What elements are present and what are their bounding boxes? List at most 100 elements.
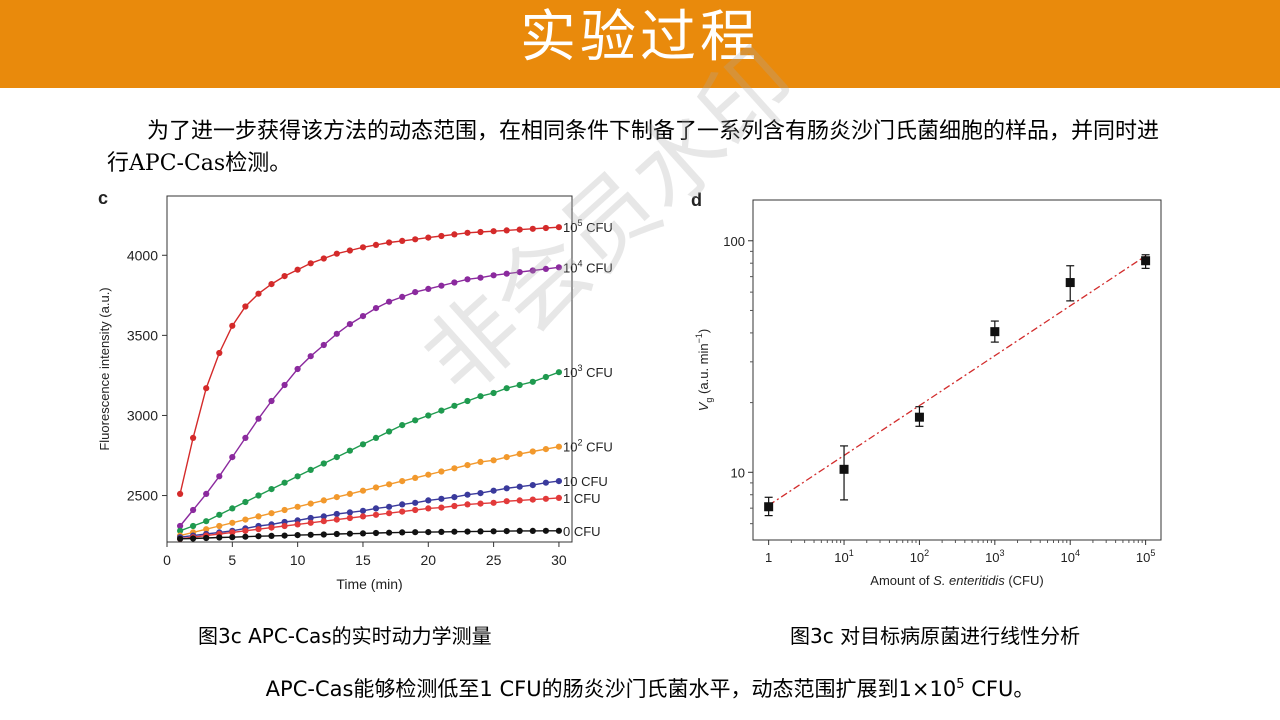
data-point <box>333 516 340 523</box>
title-banner <box>0 0 1280 88</box>
data-point <box>359 244 367 251</box>
data-point <box>386 503 393 510</box>
data-point <box>386 428 393 435</box>
data-point <box>281 506 288 514</box>
data-point <box>438 232 445 240</box>
data-point <box>346 321 353 328</box>
data-point <box>464 528 471 535</box>
panel-label-c: c <box>98 188 108 208</box>
data-point <box>372 484 380 491</box>
data-point <box>320 518 327 525</box>
data-point <box>516 483 523 490</box>
data-point <box>203 490 210 497</box>
data-point <box>412 289 419 296</box>
data-point <box>438 407 445 414</box>
data-point <box>229 505 236 512</box>
data-point <box>555 264 563 271</box>
data-point <box>529 267 536 274</box>
data-point <box>399 293 406 300</box>
data-point <box>529 448 536 455</box>
series-label-unit: CFU <box>570 491 600 506</box>
x-tick-label-c: 20 <box>421 552 437 568</box>
plot-frame-d <box>752 199 1162 541</box>
data-point <box>294 521 301 528</box>
data-point <box>503 528 510 535</box>
x-tick-label-d: 104 <box>1060 548 1079 565</box>
data-point <box>542 446 550 453</box>
series-label-sup: 5 <box>577 218 582 228</box>
data-point <box>555 494 563 501</box>
series-label-base: 10 <box>563 260 577 275</box>
data-point <box>177 535 184 542</box>
series-label-base: 10 <box>563 220 577 235</box>
data-point <box>229 454 236 461</box>
intro-paragraph: 为了进一步获得该方法的动态范围，在相同条件下制备了一系列含有肠炎沙门氏菌细胞的样… <box>107 119 1160 176</box>
data-point <box>281 522 288 530</box>
series-label: 1 CFU <box>563 491 601 506</box>
data-point <box>346 490 353 497</box>
x-tick-label-c: 0 <box>163 552 171 568</box>
data-point <box>281 479 288 486</box>
data-point <box>451 465 458 472</box>
data-point <box>425 529 432 536</box>
data-point <box>490 389 497 397</box>
data-point <box>320 513 327 520</box>
data-point <box>555 224 563 231</box>
fit-line <box>768 255 1146 506</box>
data-point <box>464 501 471 508</box>
y-tick-label-d: 10 <box>731 465 745 480</box>
x-tick-base: 10 <box>910 550 924 565</box>
data-point <box>399 529 406 536</box>
x-tick-label-c: 30 <box>551 552 567 568</box>
data-point <box>359 441 367 448</box>
data-point <box>307 466 314 473</box>
data-point <box>229 322 236 329</box>
data-point <box>503 270 510 277</box>
data-point <box>516 269 523 276</box>
data-point <box>255 290 262 297</box>
y-tick-label-c: 3500 <box>127 327 158 343</box>
series-label: 10 CFU <box>563 474 608 489</box>
x-axis-label-italic: S. enteritidis <box>933 573 1005 588</box>
data-point <box>399 478 406 485</box>
data-point <box>399 237 406 244</box>
data-point <box>281 381 288 389</box>
data-point <box>386 510 393 517</box>
series-line <box>179 446 560 537</box>
data-point <box>359 313 367 320</box>
data-point <box>242 516 249 523</box>
data-point <box>177 490 184 497</box>
data-point <box>307 260 314 267</box>
series-label: 103 CFU <box>563 363 613 380</box>
data-point <box>464 491 471 498</box>
x-tick-base: 10 <box>1060 550 1074 565</box>
conclusion-main: APC-Cas能够检测低至1 CFU的肠炎沙门氏菌水平，动态范围扩展到1×10 <box>265 677 957 701</box>
data-point <box>190 506 197 514</box>
x-tick-label-c: 10 <box>290 552 306 568</box>
data-point <box>438 504 445 511</box>
series-label: 104 CFU <box>563 258 613 275</box>
data-point <box>229 529 236 536</box>
data-point <box>255 513 262 520</box>
data-point <box>464 276 471 283</box>
series-label: 102 CFU <box>563 438 613 455</box>
data-point <box>359 487 367 494</box>
data-point <box>477 490 484 497</box>
x-tick-base: 10 <box>834 550 848 565</box>
y-axis-label-close: ) <box>696 329 711 333</box>
data-point <box>542 479 550 486</box>
data-point <box>255 415 262 422</box>
data-point <box>425 505 432 512</box>
data-point <box>307 500 314 507</box>
data-point <box>281 532 288 539</box>
caption-left: 图3c APC-Cas的实时动力学测量 <box>198 624 492 648</box>
data-point <box>542 224 550 232</box>
data-point <box>477 393 484 400</box>
data-point <box>503 485 510 492</box>
data-point <box>281 273 288 280</box>
data-point <box>490 457 497 464</box>
data-point <box>555 478 563 485</box>
data-point <box>268 281 275 288</box>
data-point <box>399 501 406 508</box>
data-point <box>333 530 340 538</box>
